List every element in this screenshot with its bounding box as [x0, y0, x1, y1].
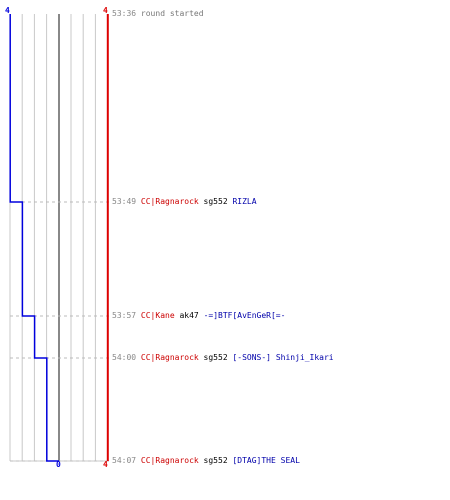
- event-weapon: sg552: [203, 353, 228, 362]
- event-killer: CC|Ragnarock: [140, 456, 199, 465]
- center-score-bottom-label: 0: [56, 460, 61, 469]
- event-row: 53:57 CC|Kane ak47 -=]BTF[AvEnGeR[=-: [112, 311, 285, 321]
- event-killer: CC|Kane: [140, 311, 175, 320]
- event-time: 54:00: [112, 353, 137, 362]
- event-killer: CC|Ragnarock: [140, 353, 199, 362]
- event-killer: CC|Ragnarock: [140, 197, 199, 206]
- event-weapon: ak47: [179, 311, 199, 320]
- event-weapon: sg552: [203, 197, 228, 206]
- event-time: 54:07: [112, 456, 137, 465]
- event-row: 54:00 CC|Ragnarock sg552 [-SONS-] Shinji…: [112, 353, 334, 363]
- blue-score-line: [9, 14, 59, 462]
- red-score-top-label: 4: [103, 6, 108, 15]
- event-row: 53:36 round started: [112, 9, 204, 19]
- event-weapon: sg552: [203, 456, 228, 465]
- event-time: 53:49: [112, 197, 137, 206]
- blue-score-top-label: 4: [5, 6, 10, 15]
- event-victim: -=]BTF[AvEnGeR[=-: [203, 311, 286, 320]
- event-text: round started: [140, 9, 204, 18]
- event-time: 53:57: [112, 311, 137, 320]
- event-victim: [DTAG]THE SEAL: [232, 456, 300, 465]
- event-row: 53:49 CC|Ragnarock sg552 RIZLA: [112, 197, 257, 207]
- event-victim: [-SONS-] Shinji_Ikari: [232, 353, 334, 362]
- event-victim: RIZLA: [232, 197, 257, 206]
- event-row: 54:07 CC|Ragnarock sg552 [DTAG]THE SEAL: [112, 456, 300, 466]
- event-time: 53:36: [112, 9, 137, 18]
- red-score-bottom-label: 4: [103, 460, 108, 469]
